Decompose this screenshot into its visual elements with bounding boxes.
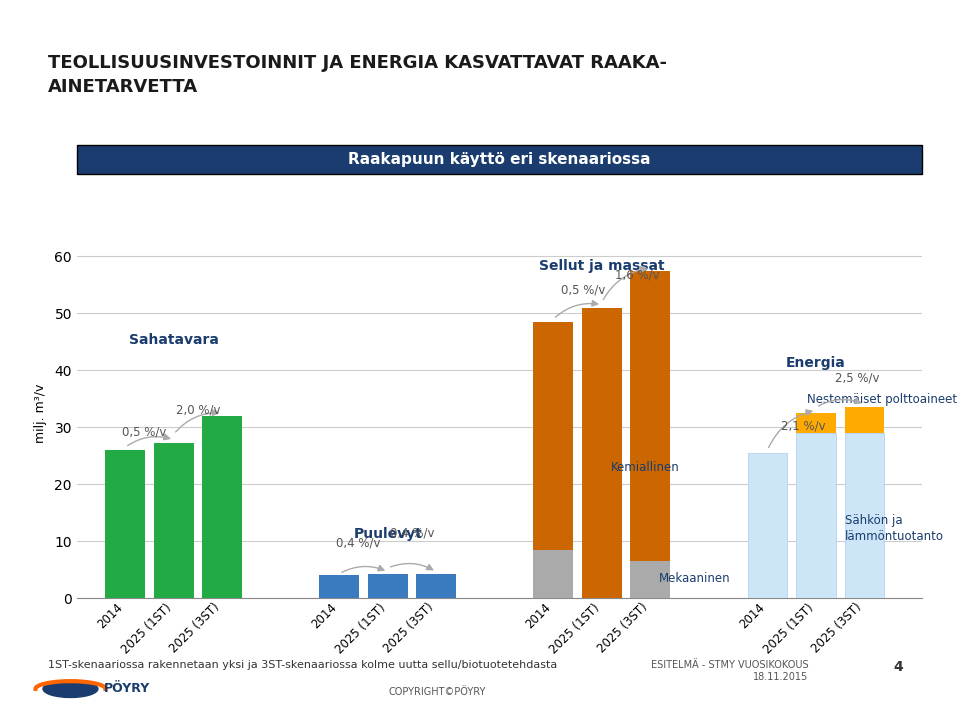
Text: Sähkön ja
lämmöntuotanto: Sähkön ja lämmöntuotanto (845, 514, 944, 543)
Text: Nestemäiset polttoaineet: Nestemäiset polttoaineet (807, 393, 957, 406)
Text: 1ST-skenaariossa rakennetaan yksi ja 3ST-skenaariossa kolme uutta sellu/biotuote: 1ST-skenaariossa rakennetaan yksi ja 3ST… (48, 660, 557, 670)
Text: 4: 4 (894, 660, 903, 674)
Y-axis label: milj. m³/v: milj. m³/v (35, 383, 47, 443)
Text: Puulevyt: Puulevyt (353, 527, 422, 541)
Bar (203, 416, 242, 598)
Bar (106, 450, 145, 598)
Bar (796, 433, 836, 598)
Circle shape (43, 680, 98, 698)
Text: 2,1 %/v: 2,1 %/v (780, 420, 826, 433)
Text: PÖYRY: PÖYRY (104, 682, 151, 696)
Text: Raakapuun käyttö eri skenaariossa: Raakapuun käyttö eri skenaariossa (348, 152, 651, 167)
Text: 2,0 %/v: 2,0 %/v (176, 404, 221, 417)
Bar (631, 561, 670, 598)
Bar (417, 574, 456, 598)
Text: 0,5 %/v: 0,5 %/v (122, 426, 166, 439)
Bar (796, 413, 836, 433)
Bar (534, 322, 573, 550)
Text: Kemiallinen: Kemiallinen (611, 461, 680, 474)
Text: Sellut ja massat: Sellut ja massat (540, 259, 664, 273)
Bar (368, 574, 408, 598)
Bar (154, 443, 194, 598)
Text: 1,6 %/v: 1,6 %/v (615, 269, 660, 282)
Text: Sahatavara: Sahatavara (129, 333, 219, 347)
Text: 0,4 %/v: 0,4 %/v (336, 537, 380, 550)
Text: Energia: Energia (786, 356, 846, 370)
Text: Mekaaninen: Mekaaninen (659, 572, 731, 585)
Bar (582, 308, 622, 598)
Text: 0,4 %/v: 0,4 %/v (390, 526, 435, 540)
FancyBboxPatch shape (77, 145, 922, 174)
Bar (748, 453, 787, 598)
Bar (320, 575, 359, 598)
Bar (534, 550, 573, 598)
Bar (845, 433, 884, 598)
Text: TEOLLISUUSINVESTOINNIT JA ENERGIA KASVATTAVAT RAAKA-
AINETARVETTA: TEOLLISUUSINVESTOINNIT JA ENERGIA KASVAT… (48, 54, 667, 95)
Bar (631, 271, 670, 561)
Text: COPYRIGHT©PÖYRY: COPYRIGHT©PÖYRY (388, 688, 486, 698)
Bar (845, 407, 884, 433)
Text: 2,5 %/v: 2,5 %/v (835, 372, 879, 384)
Text: ESITELMÄ - STMY VUOSIKOKOUS
18.11.2015: ESITELMÄ - STMY VUOSIKOKOUS 18.11.2015 (651, 660, 808, 681)
Text: 0,5 %/v: 0,5 %/v (562, 283, 606, 296)
